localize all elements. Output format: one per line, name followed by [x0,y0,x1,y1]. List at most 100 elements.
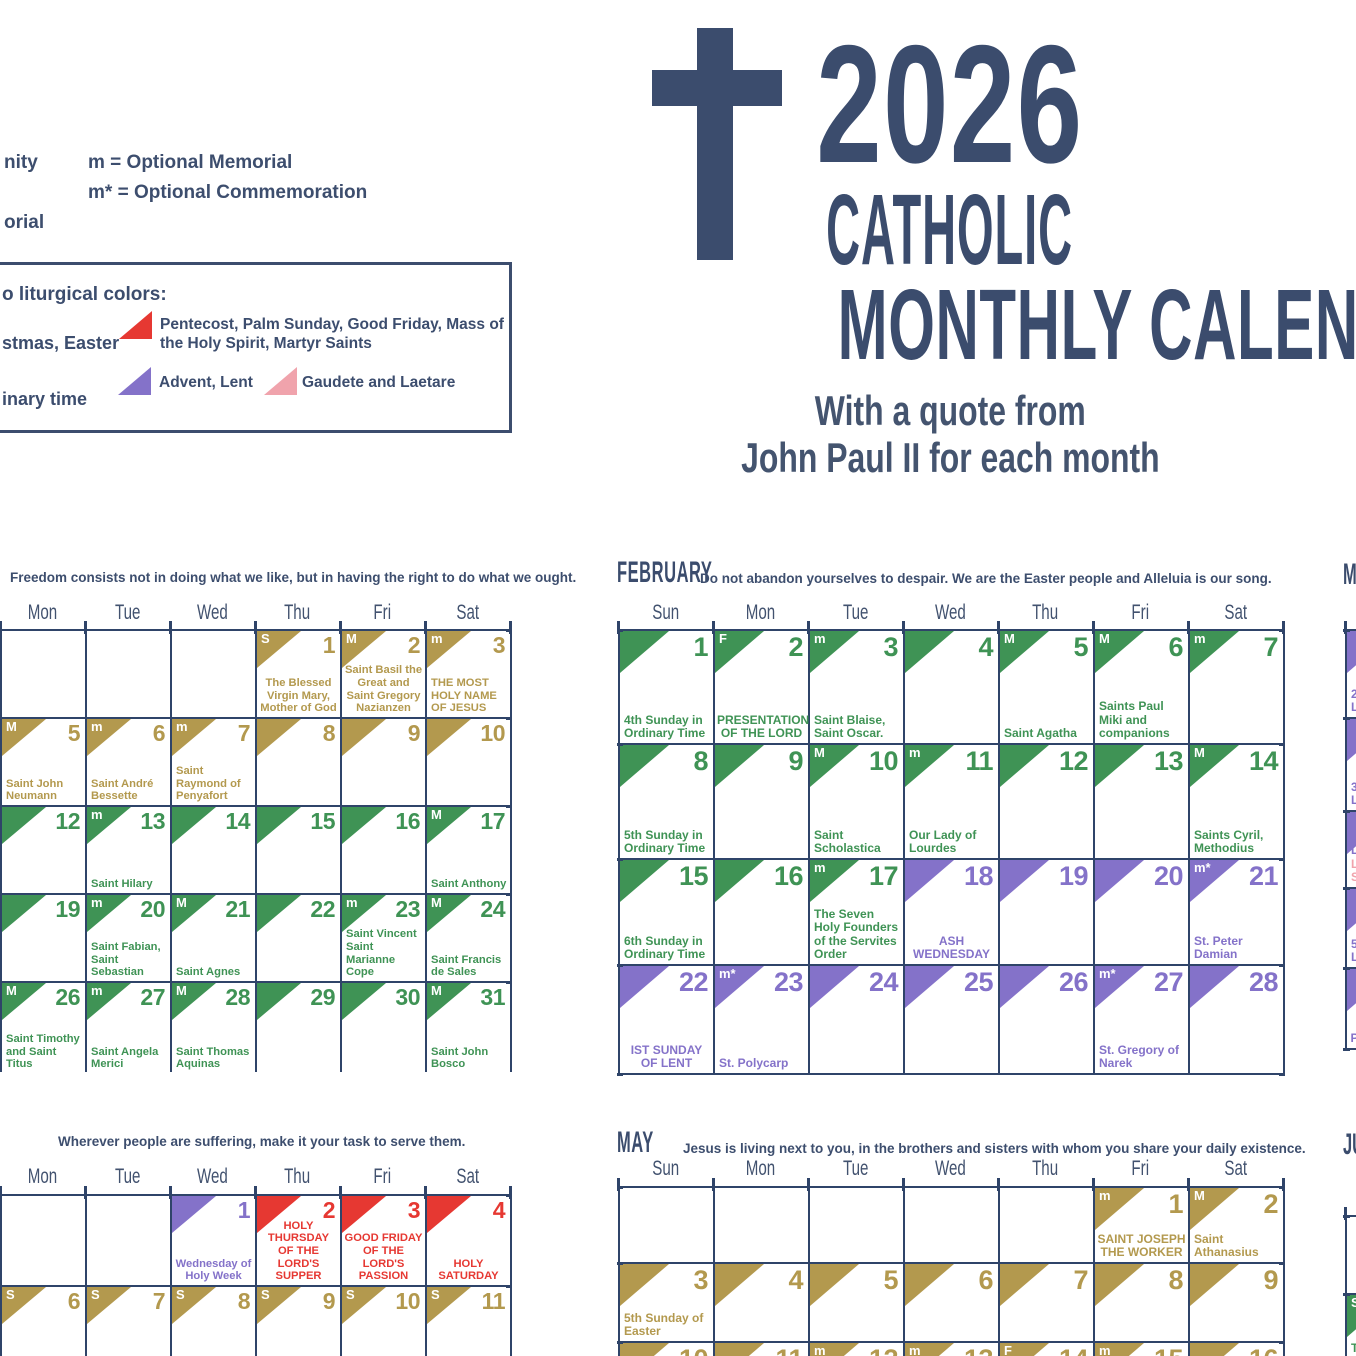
feast-rank-letter: S [261,631,270,646]
feast-rank-triangle [1190,966,1239,1008]
legend-memorial-fragment: orial [4,212,45,233]
christmas-easter-fragment: stmas, Easter [2,333,120,353]
feast-rank-triangle [2,983,46,1020]
day-number: 10 [679,1346,709,1356]
feast-rank-triangle [342,1287,386,1324]
feast-rank-letter: m [814,631,826,646]
pink-label: Gaudete and Laetare [302,374,456,391]
weekday-label: Sat [1224,601,1247,624]
feast-name: GOOD FRIDAY OF THE LORD'S PASSION [344,1232,423,1283]
day-number: 16 [773,861,804,891]
day-cell: M 5 Saint Agatha [1000,631,1095,745]
day-number: 13 [1153,746,1184,776]
feast-rank-triangle [715,631,764,673]
feast-name: Saint John Neumann [6,777,64,803]
day-number: 19 [1058,861,1089,891]
day-number: 26 [55,984,80,1010]
grid-tick [1343,717,1350,720]
day-cell: F 2 PRESENTATION OF THE LORD [715,631,810,745]
day-number: 3 [693,1265,708,1295]
grid-tick [84,621,87,634]
grid-tick [506,805,512,808]
feast-rank-triangle [427,1196,471,1233]
feast-name: Wednesday of Holy Week [175,1257,252,1283]
grid-tick [339,1186,342,1199]
day-number: 23 [773,967,804,997]
feast-rank-letter: m [814,860,826,875]
grid-tick [424,621,427,634]
feast-rank-triangle [1000,631,1049,673]
day-number: 25 [963,967,994,997]
feast-name: 2nd Sunday of Lent [1351,686,1356,715]
day-cell: 225th Sunday of Lent [1347,889,1356,969]
feast-rank-triangle [1347,719,1356,761]
day-number: 21 [1248,861,1279,891]
feast-rank-triangle [2,1287,46,1324]
grid-tick [617,1341,623,1344]
day-cell: 29PALM SUNDAY [1347,969,1356,1050]
feast-rank-letter: m* [719,966,736,981]
feast-rank-letter: S [346,1287,355,1302]
liturgical-colors-box: o liturgical colors: stmas, Easter Pente… [0,262,512,433]
feast-rank-triangle [1190,860,1239,902]
grid-tick [617,1262,623,1265]
feast-rank-triangle [1190,631,1239,673]
feast-name: Saint Agatha [1004,726,1077,741]
day-number: 18 [963,861,994,891]
day-cell: 19 [1000,860,1095,966]
feast-rank-triangle [620,1264,669,1306]
day-cell [715,1188,810,1264]
day-number: 17 [480,808,505,834]
feast-rank-triangle [87,1287,131,1324]
feast-rank-letter: m [91,807,103,822]
day-number: 30 [395,984,420,1010]
feast-rank-triangle [427,895,471,932]
subtitle-line1: With a quote from [814,387,1086,434]
weekday-label: Fri [1131,1157,1150,1180]
feast-rank-triangle [257,1196,301,1233]
grid-tick [1279,629,1285,632]
day-cell: 4 [905,631,1000,745]
grid-tick [1282,1178,1285,1191]
february-title: FEBRUARY [617,556,713,589]
day-cell [0,1196,2,1287]
pink-triangle-icon [264,367,297,395]
day-cell [2,631,87,719]
day-cell: 15 6th Sunday in Ordinary Time [620,860,715,966]
feast-rank-triangle [715,1343,764,1356]
grid-tick [506,893,512,896]
feast-rank-triangle [1095,1188,1144,1230]
feast-rank-triangle [1347,631,1356,673]
feast-rank-letter: M [6,983,17,998]
feast-rank-triangle [2,807,46,844]
day-cell: M 24 Saint Francis de Sales [427,895,512,983]
weekday-label: Fri [373,1165,392,1188]
day-cell: 12 [1000,745,1095,860]
day-cell: m 13 Saint Hilary [87,807,172,895]
grid-tick [1343,887,1350,890]
weekday-label: Tue [114,1165,141,1188]
feast-rank-triangle [172,895,216,932]
feast-rank-triangle [427,631,471,668]
feast-name: PALM SUNDAY [1350,1031,1356,1046]
grid-tick [1279,858,1285,861]
grid-tick [506,629,512,632]
weekday-label: Wed [935,601,966,624]
weekday-label: Sat [1224,1157,1247,1180]
feast-rank-letter: m [91,895,103,910]
february-quote: Do not abandon yourselves to despair. We… [700,571,1272,586]
grid-tick [509,1186,512,1199]
feast-rank-triangle [1095,1264,1144,1306]
day-number: 7 [237,720,251,746]
day-cell: 16 [715,860,810,966]
day-cell: S7THE MOST HOLY BODY AND BLOOD OF CHRIST [1347,1295,1356,1356]
month-may: Sun Mon Tue Wed Thu Fri Sat m 1 SAINT JOSEPH THE … [617,1157,1285,1356]
day-cell: m* 23 St. Polycarp [715,966,810,1075]
day-cell: 25 [905,966,1000,1075]
january-quote: Freedom consists not in doing what we li… [10,570,577,585]
feast-rank-letter: S [431,1287,440,1302]
day-number: 14 [1059,1346,1089,1356]
day-cell [0,807,2,895]
grid-tick [617,629,623,632]
